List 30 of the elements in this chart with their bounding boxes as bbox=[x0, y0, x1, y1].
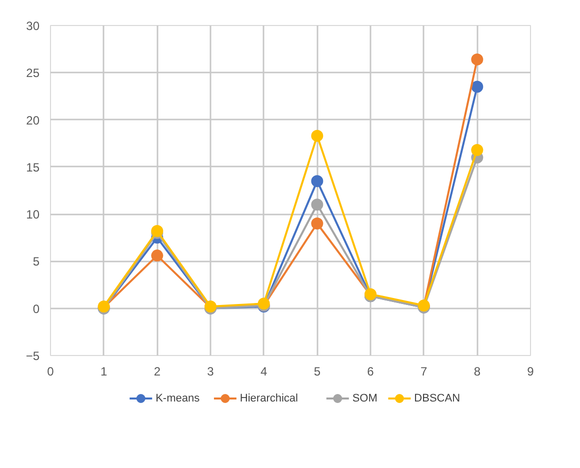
legend-label: K-means bbox=[156, 392, 200, 404]
y-tick-label: 25 bbox=[26, 66, 40, 80]
point bbox=[311, 218, 324, 230]
x-tick-label: 4 bbox=[260, 364, 268, 378]
y-tick-label: 0 bbox=[32, 302, 40, 316]
x-tick-label: 2 bbox=[154, 364, 161, 378]
point bbox=[471, 53, 484, 66]
legend-label: DBSCAN bbox=[414, 392, 460, 404]
y-tick-label: −5 bbox=[26, 349, 40, 363]
y-tick-label: 20 bbox=[26, 113, 40, 128]
point bbox=[471, 80, 484, 93]
x-tick-label: 3 bbox=[207, 364, 214, 378]
x-tick-label: 9 bbox=[527, 364, 534, 378]
x-tick-label: 5 bbox=[314, 364, 321, 378]
y-tick-label: 10 bbox=[26, 208, 40, 222]
y-tick-label: 15 bbox=[26, 160, 40, 174]
point bbox=[471, 144, 484, 156]
point bbox=[151, 250, 164, 262]
legend-label: Hierarchical bbox=[240, 392, 298, 404]
x-tick-label: 7 bbox=[420, 364, 428, 378]
x-tick-label: 0 bbox=[47, 364, 54, 378]
point bbox=[311, 130, 324, 142]
x-tick-label: 1 bbox=[100, 364, 108, 378]
x-tick-label: 8 bbox=[474, 364, 481, 378]
point bbox=[311, 175, 324, 188]
legend-label: SOM bbox=[352, 392, 378, 404]
x-tick-label: 6 bbox=[367, 364, 374, 378]
point bbox=[311, 198, 324, 211]
y-tick-label: 5 bbox=[32, 254, 40, 269]
y-tick-label: 30 bbox=[26, 19, 40, 33]
